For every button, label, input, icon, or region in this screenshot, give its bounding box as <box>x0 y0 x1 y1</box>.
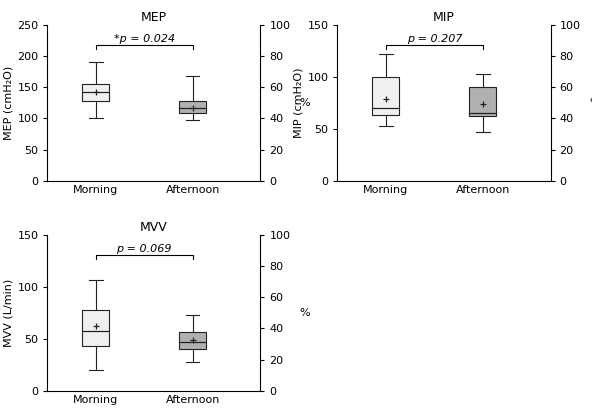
Text: p = 0.207: p = 0.207 <box>407 34 462 44</box>
Y-axis label: MIP (cmH₂O): MIP (cmH₂O) <box>293 68 303 138</box>
Bar <box>179 101 206 113</box>
Bar <box>179 331 206 349</box>
Bar <box>82 84 110 101</box>
Title: MIP: MIP <box>433 11 455 24</box>
Bar <box>372 77 400 116</box>
Title: MEP: MEP <box>141 11 167 24</box>
Y-axis label: %: % <box>299 98 310 108</box>
Text: p = 0.069: p = 0.069 <box>117 244 172 254</box>
Y-axis label: MEP (cmH₂O): MEP (cmH₂O) <box>3 66 13 140</box>
Bar <box>82 310 110 346</box>
Bar <box>469 87 496 116</box>
Title: MVV: MVV <box>140 221 168 234</box>
Y-axis label: %: % <box>299 308 310 318</box>
Text: *p = 0.024: *p = 0.024 <box>114 34 175 44</box>
Y-axis label: %: % <box>589 98 592 108</box>
Y-axis label: MVV (L/min): MVV (L/min) <box>3 279 13 347</box>
